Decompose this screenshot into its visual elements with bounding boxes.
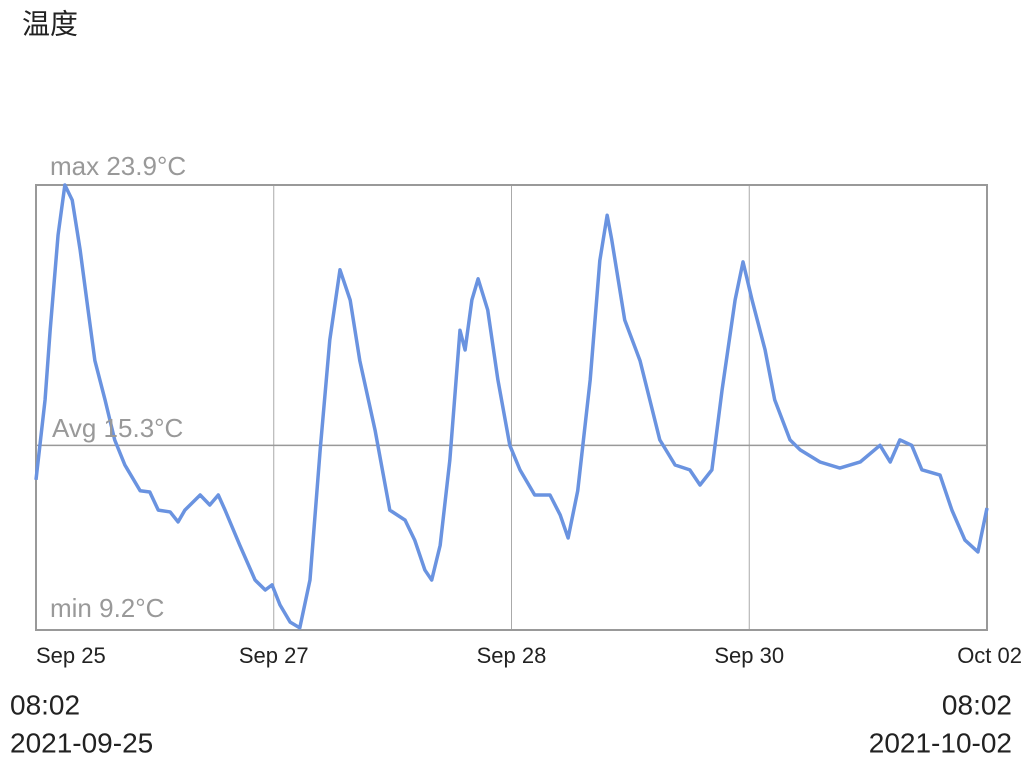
page-title: 温度	[22, 8, 78, 39]
x-tick-label: Sep 30	[714, 643, 784, 668]
start-date: 2021-09-25	[10, 727, 153, 758]
annotation-label: min 9.2°C	[50, 593, 164, 623]
end-date: 2021-10-02	[869, 727, 1012, 758]
x-tick-label: Sep 28	[477, 643, 547, 668]
start-time: 08:02	[10, 689, 80, 720]
temperature-line	[34, 183, 989, 630]
plot-frame	[35, 184, 988, 631]
annotation-label: max 23.9°C	[50, 151, 186, 181]
end-time: 08:02	[942, 689, 1012, 720]
annotation-label: Avg 15.3°C	[52, 413, 183, 443]
x-tick-label: Sep 25	[36, 643, 106, 668]
x-tick-label: Sep 27	[239, 643, 309, 668]
x-tick-label: Oct 02	[957, 643, 1022, 668]
